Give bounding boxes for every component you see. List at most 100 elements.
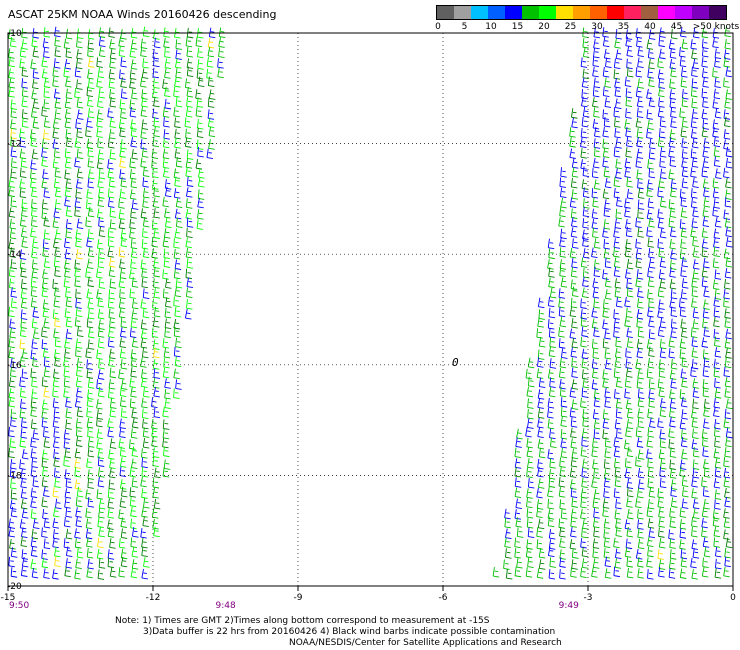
wind-barb [702,386,710,398]
wind-barb [85,347,92,359]
wind-barb [74,448,82,459]
wind-barb [593,298,600,309]
wind-barb [20,298,28,309]
wind-barb [98,36,106,48]
wind-barb [130,177,138,189]
wind-barb [647,518,655,529]
wind-barb [152,359,160,370]
wind-barb [649,417,656,428]
wind-barb [701,517,708,529]
wind-barb [602,138,609,150]
wind-barb [603,487,610,499]
wind-barb [76,148,84,160]
wind-barb [8,87,15,98]
wind-barb [54,477,61,488]
wind-barb [723,109,731,120]
wind-barb [153,339,160,350]
wind-barb [558,476,566,488]
wind-barb [52,128,59,139]
wind-barb [75,338,83,349]
wind-barb [582,248,590,259]
wind-barb [41,527,48,538]
wind-barb [97,149,105,160]
wind-barb [604,387,611,399]
wind-barb [713,228,721,239]
wind-barb [75,377,83,388]
wind-barb [723,167,730,179]
wind-barb [109,458,116,470]
wind-barb [10,567,18,578]
wind-barb [648,149,656,160]
wind-barb [559,236,566,248]
wind-barb [87,57,95,68]
wind-barb [109,117,116,128]
wind-barb [41,209,48,220]
wind-barb [87,427,94,438]
wind-barb [669,156,677,168]
wind-barb [537,408,545,419]
wind-barb [636,347,643,359]
wind-barb [8,518,16,529]
wind-barb [570,438,578,449]
wind-barb [142,307,150,319]
wind-barb [119,418,126,429]
wind-barb [75,558,82,569]
wind-barb [43,538,51,550]
wind-barb [713,246,720,258]
wind-barb [701,337,708,348]
wind-barb [690,117,698,129]
wind-barb [109,39,116,50]
wind-barb [162,78,169,90]
wind-barb [626,337,634,349]
wind-barb [569,127,576,138]
wind-barb [581,348,589,360]
wind-barb [714,57,721,68]
wind-barb [548,267,555,278]
wind-barb [185,237,192,249]
wind-barb [175,39,182,50]
wind-barb [548,248,555,260]
wind-barb [693,447,700,458]
wind-barb [648,258,656,269]
wind-barb [186,299,193,310]
wind-barb [63,356,70,368]
wind-barb [592,409,600,420]
wind-barb [52,397,60,409]
wind-barb [692,548,700,559]
wind-barb [569,197,577,209]
wind-barb [86,359,93,370]
wind-barb [76,366,83,378]
wind-barb [648,397,656,408]
wind-barb [186,87,194,98]
wind-barb [647,408,654,419]
wind-barb [613,446,621,458]
wind-barb [196,97,204,108]
wind-barb [119,99,127,110]
wind-barb [669,468,677,479]
wind-barb [648,297,655,309]
wind-barb [63,277,71,289]
wind-barb [218,47,225,58]
wind-barb [681,166,689,178]
wind-barb [8,377,16,388]
wind-barb [8,337,15,349]
wind-barb [30,368,37,379]
wind-barb [625,36,632,48]
wind-barb [691,297,698,309]
wind-barb [681,38,689,50]
wind-barb [10,136,17,148]
wind-barb [65,328,73,340]
wind-barb [602,188,610,200]
wind-barb [175,96,183,108]
wind-barb [702,157,710,169]
wind-barb [658,86,665,98]
wind-barb [593,238,601,249]
wind-barb [141,448,148,459]
wind-barb [712,188,720,199]
wind-barb [613,176,621,188]
wind-barb [635,117,643,129]
wind-barb [659,397,667,409]
wind-barb [32,429,40,440]
wind-barb [602,506,609,518]
wind-barb [701,57,708,68]
